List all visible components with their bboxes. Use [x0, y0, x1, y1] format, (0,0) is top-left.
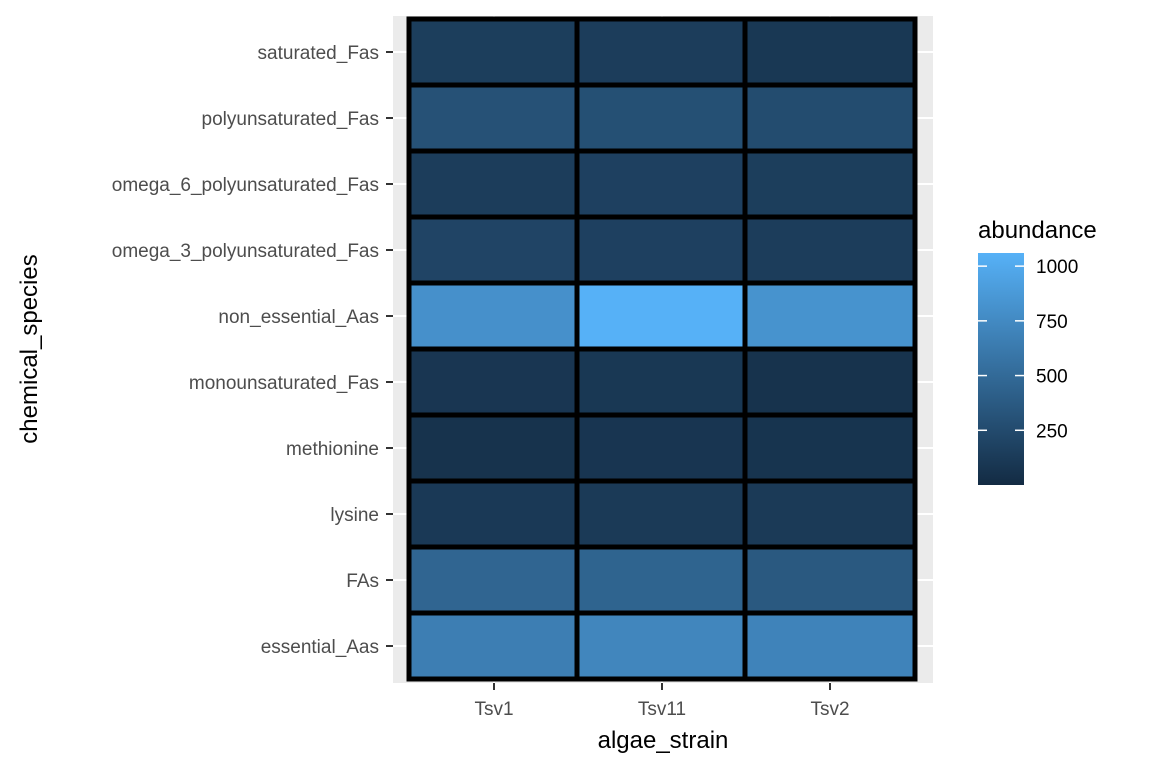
heatmap-tile-methionine-Tsv1: [406, 412, 582, 484]
y-tick-label: lysine: [330, 505, 379, 526]
y-tick-label: monounsaturated_Fas: [189, 373, 379, 394]
heatmap-tile-omega_3_polyunsaturated_Fas-Tsv2: [742, 214, 918, 286]
x-axis: Tsv1 Tsv11 Tsv2: [474, 683, 850, 720]
x-axis-title: algae_strain: [598, 727, 729, 754]
heatmap-tile-essential_Aas-Tsv2: [742, 610, 918, 682]
heatmap-tile-polyunsaturated_Fas-Tsv2: [742, 82, 918, 154]
heatmap-tile-non_essential_Aas-Tsv1: [406, 280, 582, 352]
heatmap-tile-monounsaturated_Fas-Tsv2: [742, 346, 918, 418]
heatmap-tile-non_essential_Aas-Tsv2: [742, 280, 918, 352]
heatmap-tile-methionine-Tsv2: [742, 412, 918, 484]
legend-ticks: 250 500 750 1000: [978, 257, 1078, 442]
legend-tick-label: 1000: [1036, 257, 1078, 278]
y-tick-label: methionine: [286, 439, 379, 460]
y-tick-label: essential_Aas: [261, 637, 379, 658]
tiles: [406, 16, 918, 682]
heatmap-tile-lysine-Tsv1: [406, 478, 582, 550]
x-tick-label: Tsv2: [810, 699, 849, 720]
legend: abundance 250 500 750 1000: [978, 217, 1097, 485]
heatmap-tile-omega_6_polyunsaturated_Fas-Tsv1: [406, 148, 582, 220]
heatmap-tile-FAs-Tsv1: [406, 544, 582, 616]
y-axis: essential_Aas FAs lysine methionine monounsa…: [112, 43, 393, 658]
heatmap-tile-monounsaturated_Fas-Tsv11: [574, 346, 750, 418]
legend-title: abundance: [978, 217, 1097, 244]
legend-tick-label: 250: [1036, 421, 1068, 442]
y-tick-label: polyunsaturated_Fas: [202, 109, 379, 130]
x-tick-label: Tsv11: [638, 699, 686, 720]
legend-tick-label: 750: [1036, 312, 1068, 333]
heatmap-tile-essential_Aas-Tsv11: [574, 610, 750, 682]
heatmap-tile-essential_Aas-Tsv1: [406, 610, 582, 682]
heatmap-tile-FAs-Tsv11: [574, 544, 750, 616]
legend-tick-label: 500: [1036, 367, 1068, 388]
y-tick-label: omega_6_polyunsaturated_Fas: [112, 175, 379, 196]
y-tick-label: non_essential_Aas: [218, 307, 379, 328]
heatmap-tile-polyunsaturated_Fas-Tsv1: [406, 82, 582, 154]
heatmap-tile-methionine-Tsv11: [574, 412, 750, 484]
heatmap-tile-FAs-Tsv2: [742, 544, 918, 616]
heatmap-tile-polyunsaturated_Fas-Tsv11: [574, 82, 750, 154]
y-tick-label: omega_3_polyunsaturated_Fas: [112, 241, 379, 262]
heatmap-tile-omega_6_polyunsaturated_Fas-Tsv2: [742, 148, 918, 220]
heatmap-tile-lysine-Tsv2: [742, 478, 918, 550]
heatmap-tile-monounsaturated_Fas-Tsv1: [406, 346, 582, 418]
heatmap-tile-saturated_Fas-Tsv1: [406, 16, 582, 88]
y-tick-label: saturated_Fas: [258, 43, 379, 64]
heatmap-tile-lysine-Tsv11: [574, 478, 750, 550]
heatmap-tile-saturated_Fas-Tsv2: [742, 16, 918, 88]
heatmap-tile-saturated_Fas-Tsv11: [574, 16, 750, 88]
legend-colorbar: [978, 253, 1024, 485]
x-tick-label: Tsv1: [474, 699, 513, 720]
y-tick-label: FAs: [346, 571, 379, 592]
heatmap-tile-omega_6_polyunsaturated_Fas-Tsv11: [574, 148, 750, 220]
y-axis-title: chemical_species: [16, 254, 43, 443]
heatmap-tile-omega_3_polyunsaturated_Fas-Tsv1: [406, 214, 582, 286]
heatmap-tile-omega_3_polyunsaturated_Fas-Tsv11: [574, 214, 750, 286]
heatmap-tile-non_essential_Aas-Tsv11: [574, 280, 750, 352]
